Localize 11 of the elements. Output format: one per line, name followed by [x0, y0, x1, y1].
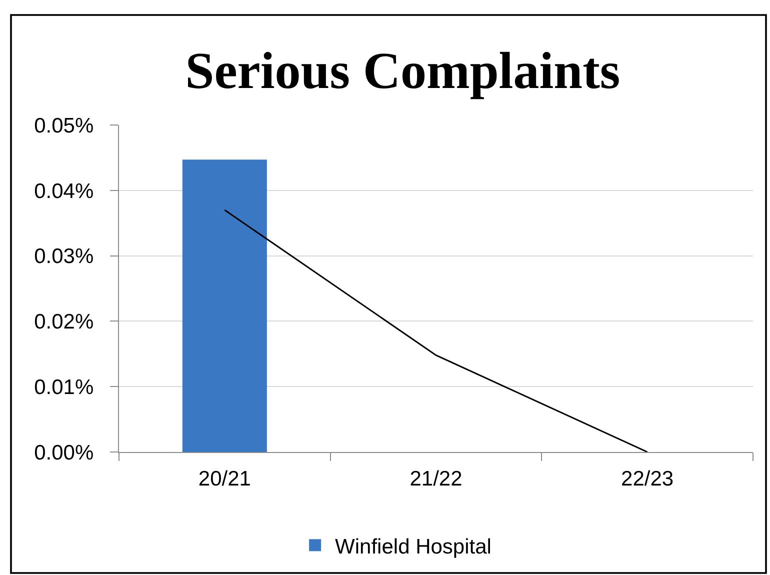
y-tick-label: 0.03%: [34, 245, 94, 268]
x-tick-label: 21/22: [410, 467, 462, 490]
x-tick-label: 22/23: [621, 467, 674, 490]
y-tick-label: 0.01%: [34, 376, 94, 399]
y-tick-label: 0.04%: [34, 180, 94, 203]
legend-label: Winfield Hospital: [335, 535, 492, 558]
y-tick-label: 0.02%: [34, 310, 94, 334]
y-tick-label: 0.00%: [34, 441, 94, 464]
chart-title: Serious Complaints: [185, 43, 620, 100]
y-tick-label: 0.05%: [34, 114, 94, 138]
x-tick-label: 20/21: [198, 467, 251, 490]
